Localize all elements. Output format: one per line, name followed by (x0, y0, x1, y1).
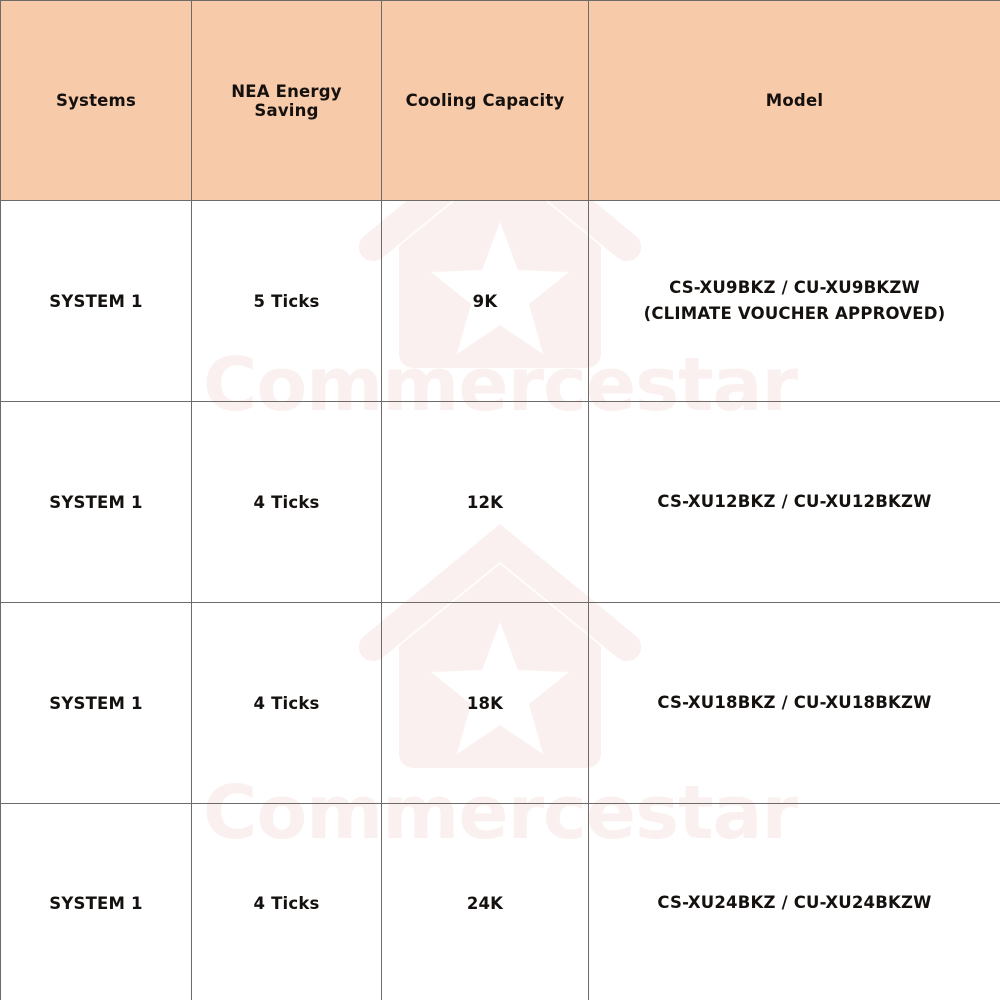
cell-cooling-capacity: 18K (381, 602, 589, 804)
table-row: SYSTEM 1 4 Ticks 12K CS-XU12BKZ / CU-XU1… (0, 401, 1000, 603)
cell-model: CS-XU18BKZ / CU-XU18BKZW (588, 602, 1000, 804)
column-header-cooling-capacity: Cooling Capacity (381, 0, 589, 201)
model-primary-text: CS-XU9BKZ / CU-XU9BKZW (669, 278, 920, 298)
cell-model: CS-XU9BKZ / CU-XU9BKZW (CLIMATE VOUCHER … (588, 200, 1000, 402)
table-row: SYSTEM 1 4 Ticks 18K CS-XU18BKZ / CU-XU1… (0, 602, 1000, 804)
cell-systems: SYSTEM 1 (0, 401, 192, 603)
cell-model: CS-XU24BKZ / CU-XU24BKZW (588, 803, 1000, 1000)
model-primary-text: CS-XU18BKZ / CU-XU18BKZW (657, 693, 932, 713)
cell-systems: SYSTEM 1 (0, 803, 192, 1000)
cell-systems: SYSTEM 1 (0, 200, 192, 402)
table-header: Systems NEA Energy Saving Cooling Capaci… (0, 0, 1000, 201)
table-row: SYSTEM 1 4 Ticks 24K CS-XU24BKZ / CU-XU2… (0, 803, 1000, 1000)
cell-nea-energy-saving: 4 Ticks (191, 602, 382, 804)
cell-model: CS-XU12BKZ / CU-XU12BKZW (588, 401, 1000, 603)
column-header-model: Model (588, 0, 1000, 201)
model-secondary-text: (CLIMATE VOUCHER APPROVED) (643, 304, 946, 323)
column-header-nea-energy-saving: NEA Energy Saving (191, 0, 382, 201)
table-body: SYSTEM 1 5 Ticks 9K CS-XU9BKZ / CU-XU9BK… (0, 200, 1000, 1000)
cell-cooling-capacity: 9K (381, 200, 589, 402)
table-header-row: Systems NEA Energy Saving Cooling Capaci… (0, 0, 1000, 201)
cell-nea-energy-saving: 4 Ticks (191, 401, 382, 603)
column-header-systems: Systems (0, 0, 192, 201)
model-primary-text: CS-XU24BKZ / CU-XU24BKZW (657, 893, 932, 913)
cell-cooling-capacity: 24K (381, 803, 589, 1000)
cell-nea-energy-saving: 4 Ticks (191, 803, 382, 1000)
cell-nea-energy-saving: 5 Ticks (191, 200, 382, 402)
cell-cooling-capacity: 12K (381, 401, 589, 603)
table-row: SYSTEM 1 5 Ticks 9K CS-XU9BKZ / CU-XU9BK… (0, 200, 1000, 402)
cell-systems: SYSTEM 1 (0, 602, 192, 804)
model-primary-text: CS-XU12BKZ / CU-XU12BKZW (657, 492, 932, 512)
